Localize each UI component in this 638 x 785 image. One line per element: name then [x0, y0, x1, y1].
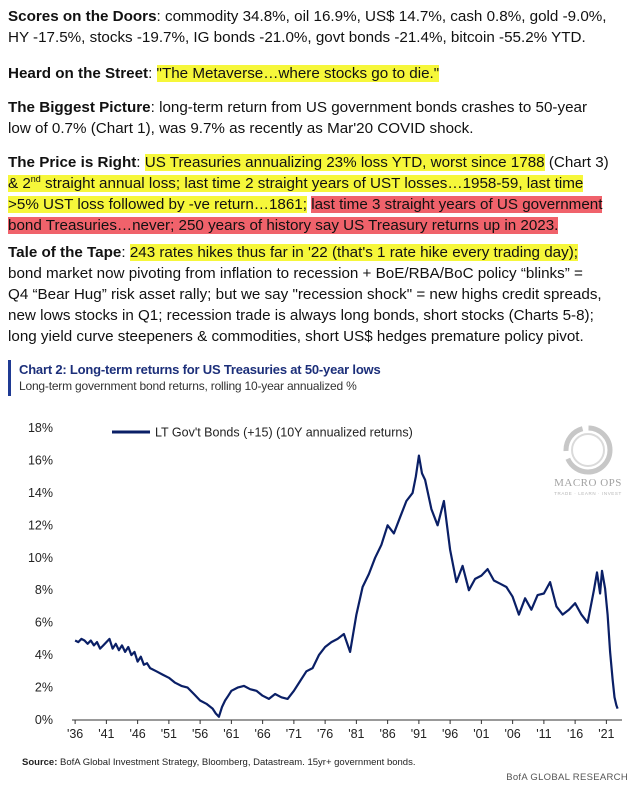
price-right-red-1: last time 3 straight years of US governm… [311, 196, 603, 213]
x-tick-label: '61 [223, 727, 239, 741]
tale-tape-highlight: 243 rates hikes thus far in '22 (that's … [129, 244, 578, 261]
x-tick-label: '56 [192, 727, 208, 741]
tale-tape-line-2: bond market now pivoting from inflation … [8, 265, 583, 282]
y-tick-label: 2% [35, 681, 53, 695]
tale-tape-paragraph: Tale of the Tape: 243 rates hikes thus f… [8, 242, 632, 347]
x-tick-label: '96 [442, 727, 458, 741]
price-right-separator: : [136, 154, 145, 171]
price-right-highlight-1: US Treasuries annualizing 23% loss YTD, … [144, 154, 545, 171]
y-tick-label: 4% [35, 648, 53, 662]
x-tick-label: '46 [129, 727, 145, 741]
price-right-plain-1: (Chart 3) [544, 154, 609, 171]
x-tick-label: '86 [379, 727, 395, 741]
y-tick-label: 10% [28, 551, 53, 565]
heard-separator: : [148, 65, 157, 82]
watermark-tagline: TRADE · LEARN · INVEST [554, 491, 622, 496]
x-tick-label: '01 [473, 727, 489, 741]
price-right-highlight-2a: & 2 [8, 175, 31, 192]
heard-quote: "The Metaverse…where stocks go to die." [156, 65, 440, 82]
price-right-highlight-2b: straight annual loss; last time 2 straig… [40, 175, 584, 192]
y-tick-label: 0% [35, 713, 53, 727]
scores-paragraph: Scores on the Doors: commodity 34.8%, oi… [8, 6, 632, 48]
tale-tape-line-3: Q4 “Bear Hug” risk asset rally; but we s… [8, 286, 602, 303]
y-tick-label: 6% [35, 616, 53, 630]
legend: LT Gov't Bonds (+15) (10Y annualized ret… [112, 426, 413, 440]
x-tick-label: '36 [67, 727, 83, 741]
biggest-picture-paragraph: The Biggest Picture: long-term return fr… [8, 97, 632, 139]
scores-line-2: HY -17.5%, stocks -19.7%, IG bonds -21.0… [8, 29, 586, 46]
footer-brand: BofA GLOBAL RESEARCH [506, 772, 628, 783]
x-tick-label: '21 [598, 727, 614, 741]
heard-paragraph: Heard on the Street: "The Metaverse…wher… [8, 63, 632, 84]
x-tick-label: '91 [411, 727, 427, 741]
y-tick-labels: 0% 2% 4% 6% 8% 10% 12% 14% 16% 18% [28, 421, 53, 727]
chart-header: Chart 2: Long-term returns for US Treasu… [8, 360, 633, 396]
series-line [74, 454, 619, 718]
scores-label: Scores on the Doors [8, 8, 157, 25]
x-tick-label: '76 [317, 727, 333, 741]
chart-title: Chart 2: Long-term returns for US Treasu… [19, 362, 381, 377]
y-tick-label: 12% [28, 518, 53, 532]
y-tick-label: 16% [28, 453, 53, 467]
x-tick-label: '06 [504, 727, 520, 741]
macro-ops-watermark: MACRO OPS TRADE · LEARN · INVEST [554, 425, 622, 496]
x-tick-label: '71 [286, 727, 302, 741]
y-tick-label: 8% [35, 583, 53, 597]
y-tick-label: 14% [28, 486, 53, 500]
price-right-label: The Price is Right [8, 154, 137, 171]
tale-tape-line-4: new lows stocks in Q1; recession trade i… [8, 307, 594, 324]
x-tick-label: '81 [348, 727, 364, 741]
price-right-highlight-2: & 2nd straight annual loss; last time 2 … [8, 173, 584, 192]
price-right-paragraph: The Price is Right: US Treasuries annual… [8, 152, 632, 236]
x-tick-label: '16 [567, 727, 583, 741]
line-chart: 0% 2% 4% 6% 8% 10% 12% 14% 16% 18% '36 '41 '46 '51 '5… [28, 421, 622, 741]
tale-tape-label: Tale of the Tape [8, 244, 122, 261]
price-right-superscript: nd [30, 173, 41, 184]
heard-label: Heard on the Street [8, 65, 149, 82]
source-line: Source: BofA Global Investment Strategy,… [22, 757, 415, 768]
x-tick-label: '11 [536, 727, 551, 741]
ink-circle-icon [563, 425, 613, 475]
tale-tape-line-5: long yield curve steepeners & commoditie… [8, 328, 584, 345]
x-tick-label: '66 [254, 727, 270, 741]
y-tick-label: 18% [28, 421, 53, 435]
biggest-picture-line-1: : long-term return from US government bo… [150, 99, 588, 116]
series-group [74, 454, 619, 718]
price-right-highlight-3: >5% UST loss followed by -ve return…1861… [8, 196, 307, 213]
scores-line-1: : commodity 34.8%, oil 16.9%, US$ 14.7%,… [156, 8, 607, 25]
source-label: Source: [22, 757, 58, 768]
x-tick-label: '51 [161, 727, 177, 741]
legend-label: LT Gov't Bonds (+15) (10Y annualized ret… [155, 426, 413, 440]
biggest-picture-label: The Biggest Picture [8, 99, 151, 116]
chart-subtitle: Long-term government bond returns, rolli… [19, 379, 357, 393]
watermark-brand: MACRO OPS [554, 477, 622, 489]
tale-tape-separator: : [121, 244, 130, 261]
price-right-red-2: bond Treasuries…never; 250 years of hist… [8, 217, 559, 234]
biggest-picture-line-2: low of 0.7% (Chart 1), was 9.7% as recen… [8, 120, 474, 137]
source-text: BofA Global Investment Strategy, Bloombe… [57, 757, 416, 768]
x-tick-labels: '36 '41 '46 '51 '56 '61 '66 '71 '76 '81 '86 '91 '96 '… [67, 720, 615, 741]
x-tick-label: '41 [98, 727, 114, 741]
